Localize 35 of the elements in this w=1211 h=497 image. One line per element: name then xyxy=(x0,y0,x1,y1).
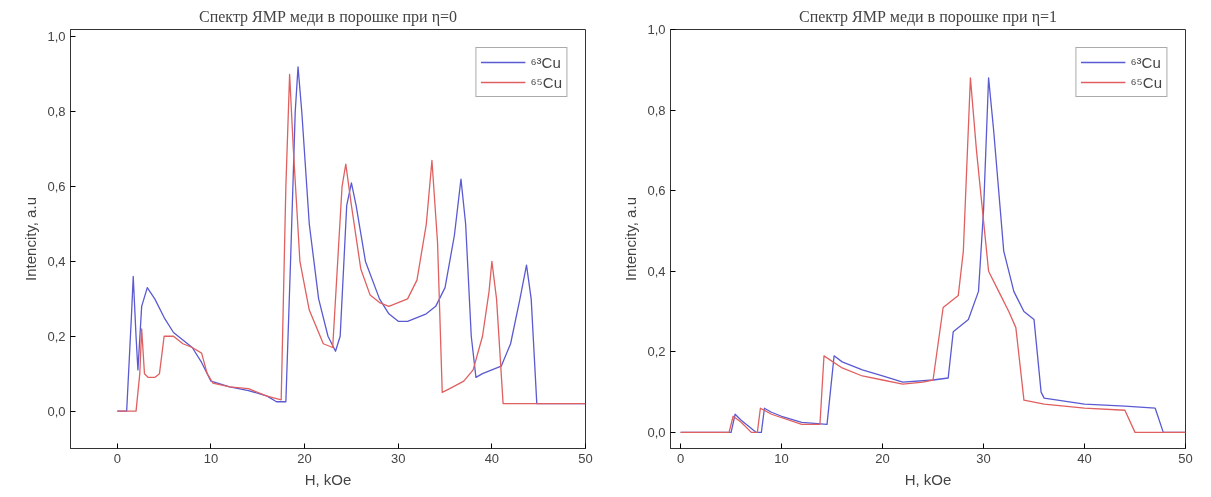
legend-label: ⁶⁵Cu xyxy=(1130,73,1162,91)
y-tick-label: 0,2 xyxy=(47,328,66,344)
y-tick-label: 1,0 xyxy=(647,22,666,37)
y-tick-label: 0,6 xyxy=(47,179,66,195)
x-tick-label: 50 xyxy=(578,450,593,466)
x-tick-label: 10 xyxy=(203,450,219,466)
x-tick-label: 30 xyxy=(976,450,991,466)
y-tick-label: 1,0 xyxy=(47,29,66,45)
chart-title: Спектр ЯМР меди в порошке при η=0 xyxy=(198,7,458,26)
y-tick-label: 0,4 xyxy=(47,253,66,269)
legend-label: ⁶³Cu xyxy=(1130,53,1161,71)
legend-label: ⁶⁵Cu xyxy=(530,73,562,91)
y-axis-title: Intencity, a.u xyxy=(22,197,40,281)
y-tick-label: 0,2 xyxy=(647,344,666,360)
x-tick-label: 0 xyxy=(113,450,121,466)
x-tick-label: 10 xyxy=(774,450,789,466)
y-tick-label: 0,8 xyxy=(47,104,66,120)
x-axis-title: H, kOe xyxy=(904,470,952,488)
x-axis-title: H, kOe xyxy=(304,470,352,488)
line-series xyxy=(679,77,1186,434)
legend-label: ⁶³Cu xyxy=(530,53,561,71)
y-tick-label: 0,4 xyxy=(647,263,666,279)
y-tick-label: 0,0 xyxy=(47,403,66,419)
x-tick-label: 20 xyxy=(875,450,890,466)
y-tick-label: 0,6 xyxy=(647,183,666,199)
x-tick-label: 0 xyxy=(676,450,685,466)
chart-title: Спектр ЯМР меди в порошке при η=1 xyxy=(798,7,1058,26)
x-tick-label: 40 xyxy=(484,450,500,466)
x-tick-label: 30 xyxy=(391,450,406,466)
y-axis-title: Intencity, a.u xyxy=(622,197,640,281)
y-tick-label: 0,0 xyxy=(647,424,666,440)
x-tick-label: 50 xyxy=(1178,450,1193,466)
x-tick-label: 20 xyxy=(297,450,312,466)
y-tick-label: 0,8 xyxy=(647,102,666,118)
x-tick-label: 40 xyxy=(1077,450,1092,466)
